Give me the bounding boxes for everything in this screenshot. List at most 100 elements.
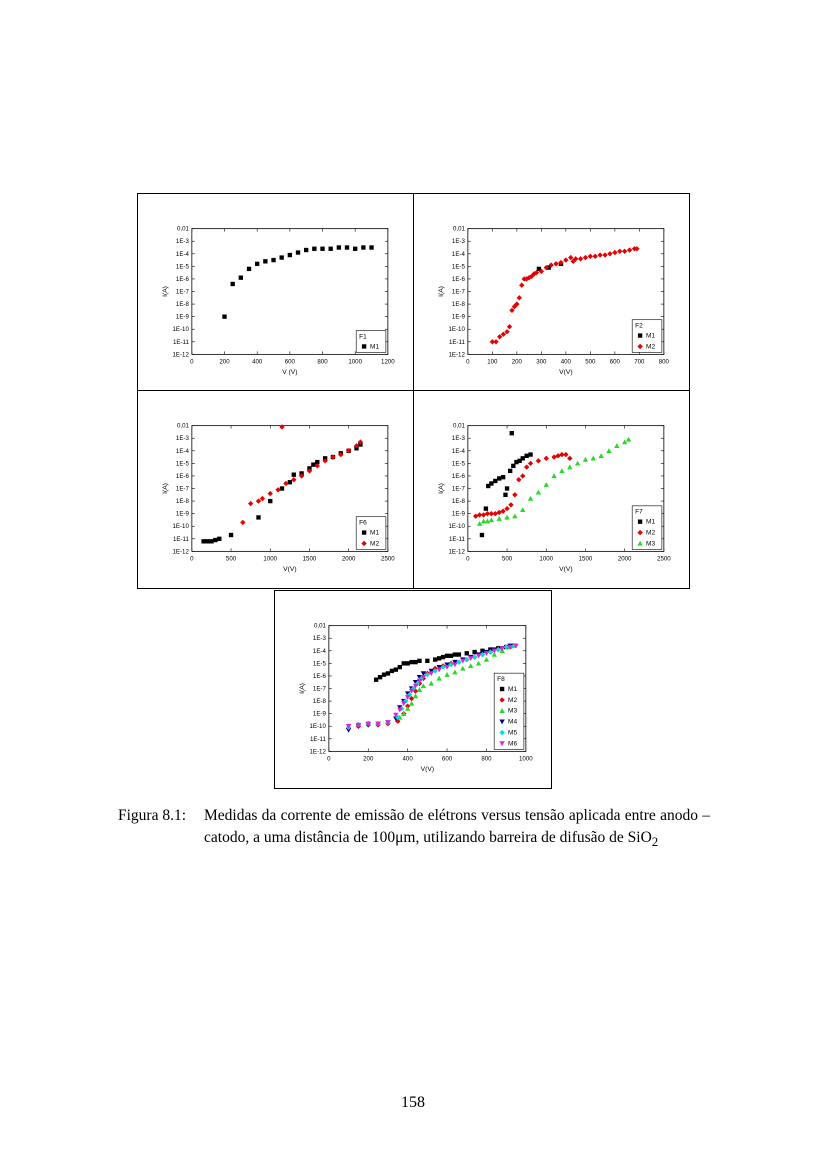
legend-title: F7 <box>635 509 643 516</box>
caption-text-pre: Medidas da corrente de emissão de elétro… <box>204 807 710 846</box>
data-point-m3 <box>590 455 596 461</box>
data-point-m3 <box>488 517 495 523</box>
x-tick-label: 1200 <box>381 358 395 365</box>
y-tick-label: 1E-8 <box>452 301 466 308</box>
x-tick-label: 1000 <box>519 755 533 762</box>
data-point-m2 <box>559 451 565 458</box>
data-point-m1 <box>500 475 506 480</box>
y-tick-label: 1E-6 <box>313 673 327 680</box>
data-point-m1 <box>373 677 379 682</box>
data-point-m1 <box>377 675 383 680</box>
y-tick-label: 0,01 <box>177 226 190 233</box>
legend-label: M6 <box>508 740 517 747</box>
legend-marker-m3 <box>499 708 505 713</box>
data-point-m2 <box>612 249 618 256</box>
y-tick-label: 1E-7 <box>452 485 466 492</box>
y-tick-label: 1E-8 <box>313 698 327 705</box>
data-point-m5 <box>440 664 446 670</box>
y-tick-label: 1E-10 <box>173 523 190 530</box>
y-tick-label: 1E-10 <box>310 723 327 730</box>
legend-marker-m1 <box>637 519 643 524</box>
data-point-m3 <box>621 439 628 445</box>
legend-title: F1 <box>359 334 367 341</box>
data-point-m6 <box>375 721 381 727</box>
data-point-m1 <box>464 651 469 656</box>
data-point-m1 <box>255 261 260 267</box>
y-axis-label: I(A) <box>438 483 445 494</box>
x-tick-label: 0 <box>466 358 470 365</box>
data-point-m2 <box>506 324 513 330</box>
data-point-m1 <box>514 459 519 465</box>
data-point-m2 <box>488 510 495 517</box>
x-tick-label: 200 <box>219 358 230 365</box>
legend-label: M1 <box>370 530 379 537</box>
x-tick-label: 0 <box>327 755 331 762</box>
data-point-m1 <box>508 468 513 474</box>
data-point-m3 <box>504 514 510 520</box>
data-point-m2 <box>520 473 526 479</box>
data-point-m6 <box>513 643 519 649</box>
legend-label: M1 <box>508 686 517 693</box>
legend-marker-m6 <box>499 741 505 747</box>
x-tick-label: 1000 <box>263 555 277 562</box>
data-point-m1 <box>222 314 227 319</box>
legend-box <box>631 505 663 550</box>
chart-f8: 0 200 400 600 800 1000 0,01 1E-3 1E-4 1E-5 1E-6 1E-… <box>299 623 533 774</box>
data-point-m1 <box>472 649 477 655</box>
data-point-m1 <box>381 672 387 677</box>
data-point-m2 <box>508 502 514 508</box>
y-tick-label: 1E-11 <box>173 536 189 543</box>
y-tick-label: 1E-3 <box>176 238 190 245</box>
data-point-m4 <box>428 668 434 674</box>
y-tick-label: 1E-11 <box>449 536 465 543</box>
y-tick-label: 1E-4 <box>452 251 466 258</box>
legend-box <box>631 319 663 353</box>
data-point-m1 <box>230 281 235 287</box>
data-point-m1 <box>287 480 293 485</box>
data-point-m1 <box>436 656 442 661</box>
data-point-m6 <box>491 648 498 654</box>
y-tick-label: 1E-8 <box>176 301 190 308</box>
legend-box <box>493 672 525 750</box>
data-point-m6 <box>444 664 450 670</box>
caption-mu: μ <box>395 829 404 846</box>
y-tick-label: 1E-6 <box>452 473 466 480</box>
x-tick-label: 400 <box>403 755 414 762</box>
x-tick-label: 600 <box>442 755 453 762</box>
y-tick-label: 1E-3 <box>452 238 466 245</box>
data-point-m1 <box>393 667 399 672</box>
y-tick-label: 1E-9 <box>176 511 190 518</box>
x-tick-label: 800 <box>481 755 492 762</box>
chart-panel-f2: 0 100 200 300 400 500 600 700 800 0,01 1E-3 1E-4 1E-… <box>413 193 690 392</box>
data-point-m6 <box>416 678 423 684</box>
data-point-m3 <box>496 516 502 521</box>
x-tick-label: 400 <box>252 358 263 365</box>
data-point-m2 <box>553 261 559 267</box>
data-point-m1 <box>268 498 273 504</box>
data-point-m3 <box>598 453 604 458</box>
data-point-m6 <box>475 653 482 659</box>
data-point-m2 <box>240 519 246 526</box>
data-point-m2 <box>519 282 525 288</box>
data-point-m2 <box>587 253 594 259</box>
y-tick-label: 1E-6 <box>176 276 190 283</box>
y-tick-label: 1E-6 <box>452 276 466 283</box>
y-tick-label: 1E-8 <box>176 498 190 505</box>
y-tick-label: 1E-11 <box>173 339 189 346</box>
data-point-m3 <box>606 448 612 453</box>
data-point-m1 <box>312 246 317 251</box>
data-point-m2 <box>497 334 503 340</box>
data-point-m6 <box>397 707 403 713</box>
caption-text-mid: m, utilizando barreira de difusão de SiO <box>403 829 652 846</box>
data-point-m1 <box>489 481 494 486</box>
data-point-m2 <box>621 248 628 254</box>
data-point-m1 <box>209 539 214 544</box>
data-point-m3 <box>484 518 491 524</box>
data-point-m1 <box>205 539 210 544</box>
plot-area <box>467 425 665 552</box>
legend-title: F6 <box>359 520 367 527</box>
data-point-m3 <box>468 663 474 669</box>
data-point-m2 <box>567 455 573 462</box>
data-point-m4 <box>444 662 450 668</box>
y-tick-label: 1E-5 <box>313 660 327 667</box>
